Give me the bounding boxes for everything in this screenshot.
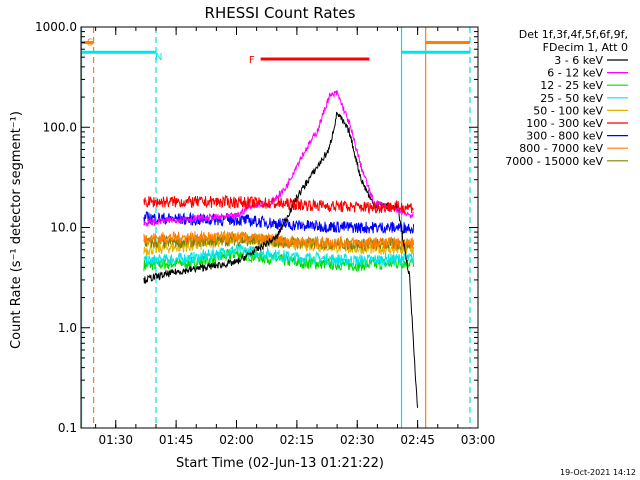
y-tick-label: 100.0 [43, 120, 77, 134]
series-line [143, 90, 414, 228]
y-tick-label: 1000.0 [35, 20, 77, 34]
series-group [143, 90, 419, 408]
legend-label: 12 - 25 keV [540, 79, 603, 92]
legend-label: 300 - 800 keV [526, 130, 603, 143]
x-tick-label: 03:00 [461, 433, 496, 447]
interval-label: S [87, 38, 93, 49]
legend-label: 3 - 6 keV [554, 54, 603, 67]
chart-title: RHESSI Count Rates [205, 4, 356, 22]
series-line [143, 243, 415, 269]
legend-label: 25 - 50 keV [540, 92, 603, 105]
x-tick-label: 02:45 [400, 433, 435, 447]
legend-label: 6 - 12 keV [547, 67, 603, 80]
y-tick-label: 0.1 [58, 421, 77, 435]
timestamp: 19-Oct-2021 14:12 [560, 468, 636, 477]
legend-label: 800 - 7000 keV [519, 142, 603, 155]
x-tick-label: 02:00 [219, 433, 254, 447]
series-line [143, 210, 415, 236]
x-tick-label: 02:15 [280, 433, 315, 447]
series-line [143, 194, 414, 215]
x-axis: 01:30 01:45 02:00 02:15 02:30 02:45 03:00 [95, 27, 496, 447]
x-tick-label: 01:30 [98, 433, 133, 447]
interval-label: F [249, 55, 255, 66]
y-tick-label: 10.0 [50, 221, 77, 235]
series-line [143, 111, 419, 408]
legend-label: 50 - 100 keV [533, 104, 603, 117]
legend-label: 100 - 300 keV [526, 117, 603, 130]
series-line [143, 248, 415, 273]
legend-header: FDecim 1, Att 0 [543, 41, 628, 54]
interval-label: N [155, 52, 162, 63]
x-tick-label: 01:45 [159, 433, 194, 447]
y-axis: 0.1 1.0 10.0 100.0 1000.0 [35, 20, 478, 435]
x-axis-label: Start Time (02-Jun-13 01:21:22) [176, 456, 384, 471]
y-tick-label: 1.0 [58, 321, 77, 335]
y-axis-label: Count Rate (s⁻¹ detector segment⁻¹) [9, 111, 24, 349]
legend: Det 1f,3f,4f,5f,6f,9f,FDecim 1, Att 03 -… [505, 28, 628, 168]
legend-header: Det 1f,3f,4f,5f,6f,9f, [519, 28, 628, 41]
legend-label: 7000 - 15000 keV [505, 155, 603, 168]
x-tick-label: 02:30 [340, 433, 375, 447]
series-line [143, 229, 415, 251]
